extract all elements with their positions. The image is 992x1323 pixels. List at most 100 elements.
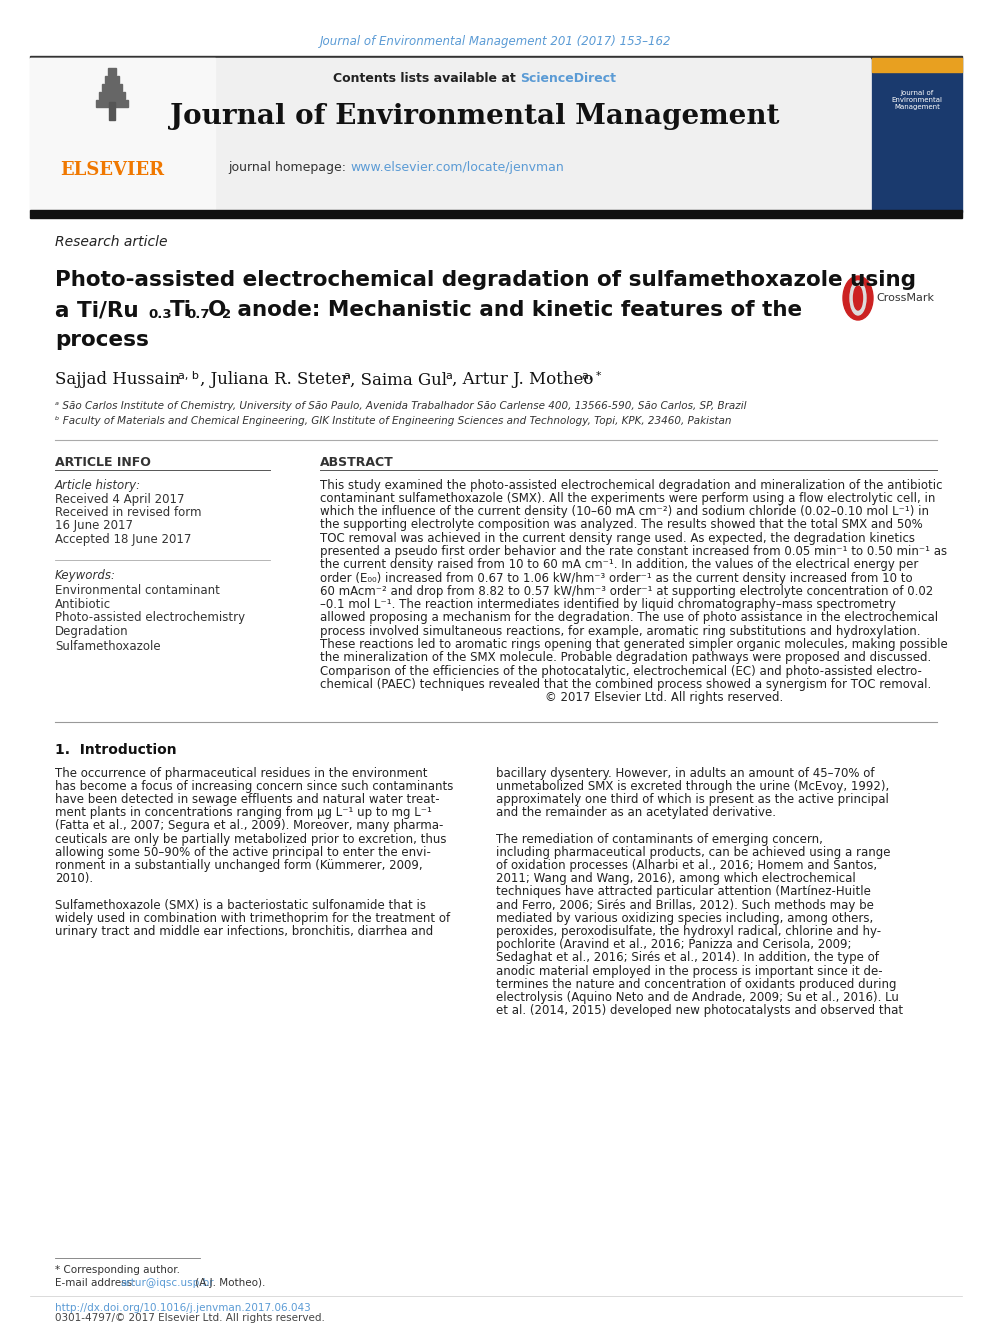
- Text: 1.  Introduction: 1. Introduction: [55, 744, 177, 757]
- Bar: [872, 58, 962, 71]
- Text: Accepted 18 June 2017: Accepted 18 June 2017: [55, 532, 191, 545]
- Text: ScienceDirect: ScienceDirect: [520, 71, 616, 85]
- Text: TOC removal was achieved in the current density range used. As expected, the deg: TOC removal was achieved in the current …: [320, 532, 915, 545]
- Text: Sajjad Hussain: Sajjad Hussain: [55, 372, 181, 389]
- Text: and Ferro, 2006; Sirés and Brillas, 2012). Such methods may be: and Ferro, 2006; Sirés and Brillas, 2012…: [496, 898, 874, 912]
- Text: O: O: [208, 300, 226, 320]
- Text: www.elsevier.com/locate/jenvman: www.elsevier.com/locate/jenvman: [350, 161, 563, 175]
- Text: Keywords:: Keywords:: [55, 569, 116, 582]
- Text: unmetabolized SMX is excreted through the urine (McEvoy, 1992),: unmetabolized SMX is excreted through th…: [496, 779, 889, 792]
- Text: E-mail address:: E-mail address:: [55, 1278, 139, 1289]
- Text: the supporting electrolyte composition was analyzed. The results showed that the: the supporting electrolyte composition w…: [320, 519, 923, 532]
- Bar: [96, 101, 128, 107]
- Text: termines the nature and concentration of oxidants produced during: termines the nature and concentration of…: [496, 978, 897, 991]
- Text: 0301-4797/© 2017 Elsevier Ltd. All rights reserved.: 0301-4797/© 2017 Elsevier Ltd. All right…: [55, 1312, 324, 1323]
- Text: anode: Mechanistic and kinetic features of the: anode: Mechanistic and kinetic features …: [230, 300, 803, 320]
- Text: Ti: Ti: [170, 300, 192, 320]
- Text: The occurrence of pharmaceutical residues in the environment: The occurrence of pharmaceutical residue…: [55, 766, 428, 779]
- Text: presented a pseudo first order behavior and the rate constant increased from 0.0: presented a pseudo first order behavior …: [320, 545, 947, 558]
- Text: have been detected in sewage effluents and natural water treat-: have been detected in sewage effluents a…: [55, 792, 439, 806]
- Text: This study examined the photo-assisted electrochemical degradation and mineraliz: This study examined the photo-assisted e…: [320, 479, 942, 492]
- Text: Sulfamethoxazole: Sulfamethoxazole: [55, 639, 161, 652]
- Text: pochlorite (Aravind et al., 2016; Panizza and Cerisola, 2009;: pochlorite (Aravind et al., 2016; Panizz…: [496, 938, 851, 951]
- Text: 0.7: 0.7: [186, 307, 209, 320]
- Text: allowed proposing a mechanism for the degradation. The use of photo assistance i: allowed proposing a mechanism for the de…: [320, 611, 938, 624]
- Bar: [99, 93, 125, 99]
- Text: 60 mAcm⁻² and drop from 8.82 to 0.57 kW/hm⁻³ order⁻¹ at supporting electrolyte c: 60 mAcm⁻² and drop from 8.82 to 0.57 kW/…: [320, 585, 933, 598]
- Bar: [102, 83, 122, 91]
- Text: has become a focus of increasing concern since such contaminants: has become a focus of increasing concern…: [55, 779, 453, 792]
- Text: of oxidation processes (Alharbi et al., 2016; Homem and Santos,: of oxidation processes (Alharbi et al., …: [496, 859, 877, 872]
- Text: a, *: a, *: [582, 370, 601, 381]
- Text: ᵃ São Carlos Institute of Chemistry, University of São Paulo, Avenida Trabalhado: ᵃ São Carlos Institute of Chemistry, Uni…: [55, 401, 747, 411]
- Text: These reactions led to aromatic rings opening that generated simpler organic mol: These reactions led to aromatic rings op…: [320, 638, 947, 651]
- Text: widely used in combination with trimethoprim for the treatment of: widely used in combination with trimetho…: [55, 912, 450, 925]
- Text: Comparison of the efficiencies of the photocatalytic, electrochemical (EC) and p: Comparison of the efficiencies of the ph…: [320, 664, 922, 677]
- Text: Article history:: Article history:: [55, 479, 141, 492]
- Text: chemical (PAEC) techniques revealed that the combined process showed a synergism: chemical (PAEC) techniques revealed that…: [320, 677, 931, 691]
- Text: CrossMark: CrossMark: [876, 292, 934, 303]
- Text: order (E₀₀) increased from 0.67 to 1.06 kW/hm⁻³ order⁻¹ as the current density i: order (E₀₀) increased from 0.67 to 1.06 …: [320, 572, 913, 585]
- Text: –0.1 mol L⁻¹. The reaction intermediates identified by liquid chromatography–mas: –0.1 mol L⁻¹. The reaction intermediates…: [320, 598, 896, 611]
- Text: a Ti/Ru: a Ti/Ru: [55, 300, 139, 320]
- Text: Received 4 April 2017: Received 4 April 2017: [55, 493, 185, 507]
- Bar: [30, 58, 215, 212]
- Text: process involved simultaneous reactions, for example, aromatic ring substitution: process involved simultaneous reactions,…: [320, 624, 921, 638]
- Text: including pharmaceutical products, can be achieved using a range: including pharmaceutical products, can b…: [496, 845, 891, 859]
- Text: * Corresponding author.: * Corresponding author.: [55, 1265, 180, 1275]
- Text: and the remainder as an acetylated derivative.: and the remainder as an acetylated deriv…: [496, 806, 776, 819]
- Text: Journal of Environmental Management: Journal of Environmental Management: [171, 103, 780, 131]
- Text: urinary tract and middle ear infections, bronchitis, diarrhea and: urinary tract and middle ear infections,…: [55, 925, 434, 938]
- Text: Photo-assisted electrochemistry: Photo-assisted electrochemistry: [55, 611, 245, 624]
- Text: ronment in a substantially unchanged form (Kümmerer, 2009,: ronment in a substantially unchanged for…: [55, 859, 423, 872]
- Text: contaminant sulfamethoxazole (SMX). All the experiments were perform using a flo: contaminant sulfamethoxazole (SMX). All …: [320, 492, 935, 505]
- Text: approximately one third of which is present as the active principal: approximately one third of which is pres…: [496, 792, 889, 806]
- Text: Received in revised form: Received in revised form: [55, 507, 201, 520]
- Text: 2011; Wang and Wang, 2016), among which electrochemical: 2011; Wang and Wang, 2016), among which …: [496, 872, 856, 885]
- Text: techniques have attracted particular attention (Martínez-Huitle: techniques have attracted particular att…: [496, 885, 871, 898]
- Text: ment plants in concentrations ranging from μg L⁻¹ up to mg L⁻¹: ment plants in concentrations ranging fr…: [55, 806, 432, 819]
- Text: mediated by various oxidizing species including, among others,: mediated by various oxidizing species in…: [496, 912, 873, 925]
- Text: anodic material employed in the process is important since it de-: anodic material employed in the process …: [496, 964, 883, 978]
- Text: Research article: Research article: [55, 235, 168, 249]
- Text: a: a: [343, 370, 350, 381]
- Text: et al. (2014, 2015) developed new photocatalysts and observed that: et al. (2014, 2015) developed new photoc…: [496, 1004, 903, 1017]
- Text: Sulfamethoxazole (SMX) is a bacteriostatic sulfonamide that is: Sulfamethoxazole (SMX) is a bacteriostat…: [55, 898, 426, 912]
- Text: The remediation of contaminants of emerging concern,: The remediation of contaminants of emerg…: [496, 832, 823, 845]
- Text: , Juliana R. Steter: , Juliana R. Steter: [200, 372, 349, 389]
- Text: Degradation: Degradation: [55, 626, 129, 639]
- Text: Sedaghat et al., 2016; Sirés et al., 2014). In addition, the type of: Sedaghat et al., 2016; Sirés et al., 201…: [496, 951, 879, 964]
- Text: 2010).: 2010).: [55, 872, 93, 885]
- Text: Environmental contaminant: Environmental contaminant: [55, 583, 220, 597]
- Text: process: process: [55, 329, 149, 351]
- Text: 2: 2: [222, 307, 231, 320]
- Text: Journal of Environmental Management 201 (2017) 153–162: Journal of Environmental Management 201 …: [320, 36, 672, 49]
- Text: allowing some 50–90% of the active principal to enter the envi-: allowing some 50–90% of the active princ…: [55, 845, 431, 859]
- Text: , Artur J. Motheo: , Artur J. Motheo: [452, 372, 593, 389]
- Bar: [109, 102, 115, 120]
- Text: © 2017 Elsevier Ltd. All rights reserved.: © 2017 Elsevier Ltd. All rights reserved…: [320, 692, 784, 704]
- Text: peroxides, peroxodisulfate, the hydroxyl radical, chlorine and hy-: peroxides, peroxodisulfate, the hydroxyl…: [496, 925, 881, 938]
- Text: the current density raised from 10 to 60 mA cm⁻¹. In addition, the values of the: the current density raised from 10 to 60…: [320, 558, 919, 572]
- Ellipse shape: [843, 277, 873, 320]
- Text: a, b: a, b: [178, 370, 198, 381]
- Ellipse shape: [850, 280, 866, 315]
- Text: 16 June 2017: 16 June 2017: [55, 520, 133, 532]
- Text: (Fatta et al., 2007; Segura et al., 2009). Moreover, many pharma-: (Fatta et al., 2007; Segura et al., 2009…: [55, 819, 443, 832]
- Text: ceuticals are only be partially metabolized prior to excretion, thus: ceuticals are only be partially metaboli…: [55, 832, 446, 845]
- Text: electrolysis (Aquino Neto and de Andrade, 2009; Su et al., 2016). Lu: electrolysis (Aquino Neto and de Andrade…: [496, 991, 899, 1004]
- Text: Journal of
Environmental
Management: Journal of Environmental Management: [892, 90, 942, 110]
- Bar: [108, 67, 116, 75]
- Bar: [30, 210, 962, 218]
- Text: artur@iqsc.usp.br: artur@iqsc.usp.br: [120, 1278, 213, 1289]
- Text: ABSTRACT: ABSTRACT: [320, 455, 394, 468]
- Text: http://dx.doi.org/10.1016/j.jenvman.2017.06.043: http://dx.doi.org/10.1016/j.jenvman.2017…: [55, 1303, 310, 1312]
- Bar: [105, 75, 119, 83]
- Text: Antibiotic: Antibiotic: [55, 598, 111, 610]
- Text: 0.3: 0.3: [148, 307, 172, 320]
- Text: ᵇ Faculty of Materials and Chemical Engineering, GIK Institute of Engineering Sc: ᵇ Faculty of Materials and Chemical Engi…: [55, 415, 731, 426]
- Text: bacillary dysentery. However, in adults an amount of 45–70% of: bacillary dysentery. However, in adults …: [496, 766, 875, 779]
- Text: Contents lists available at: Contents lists available at: [333, 71, 520, 85]
- Bar: [30, 56, 962, 58]
- Ellipse shape: [853, 286, 862, 310]
